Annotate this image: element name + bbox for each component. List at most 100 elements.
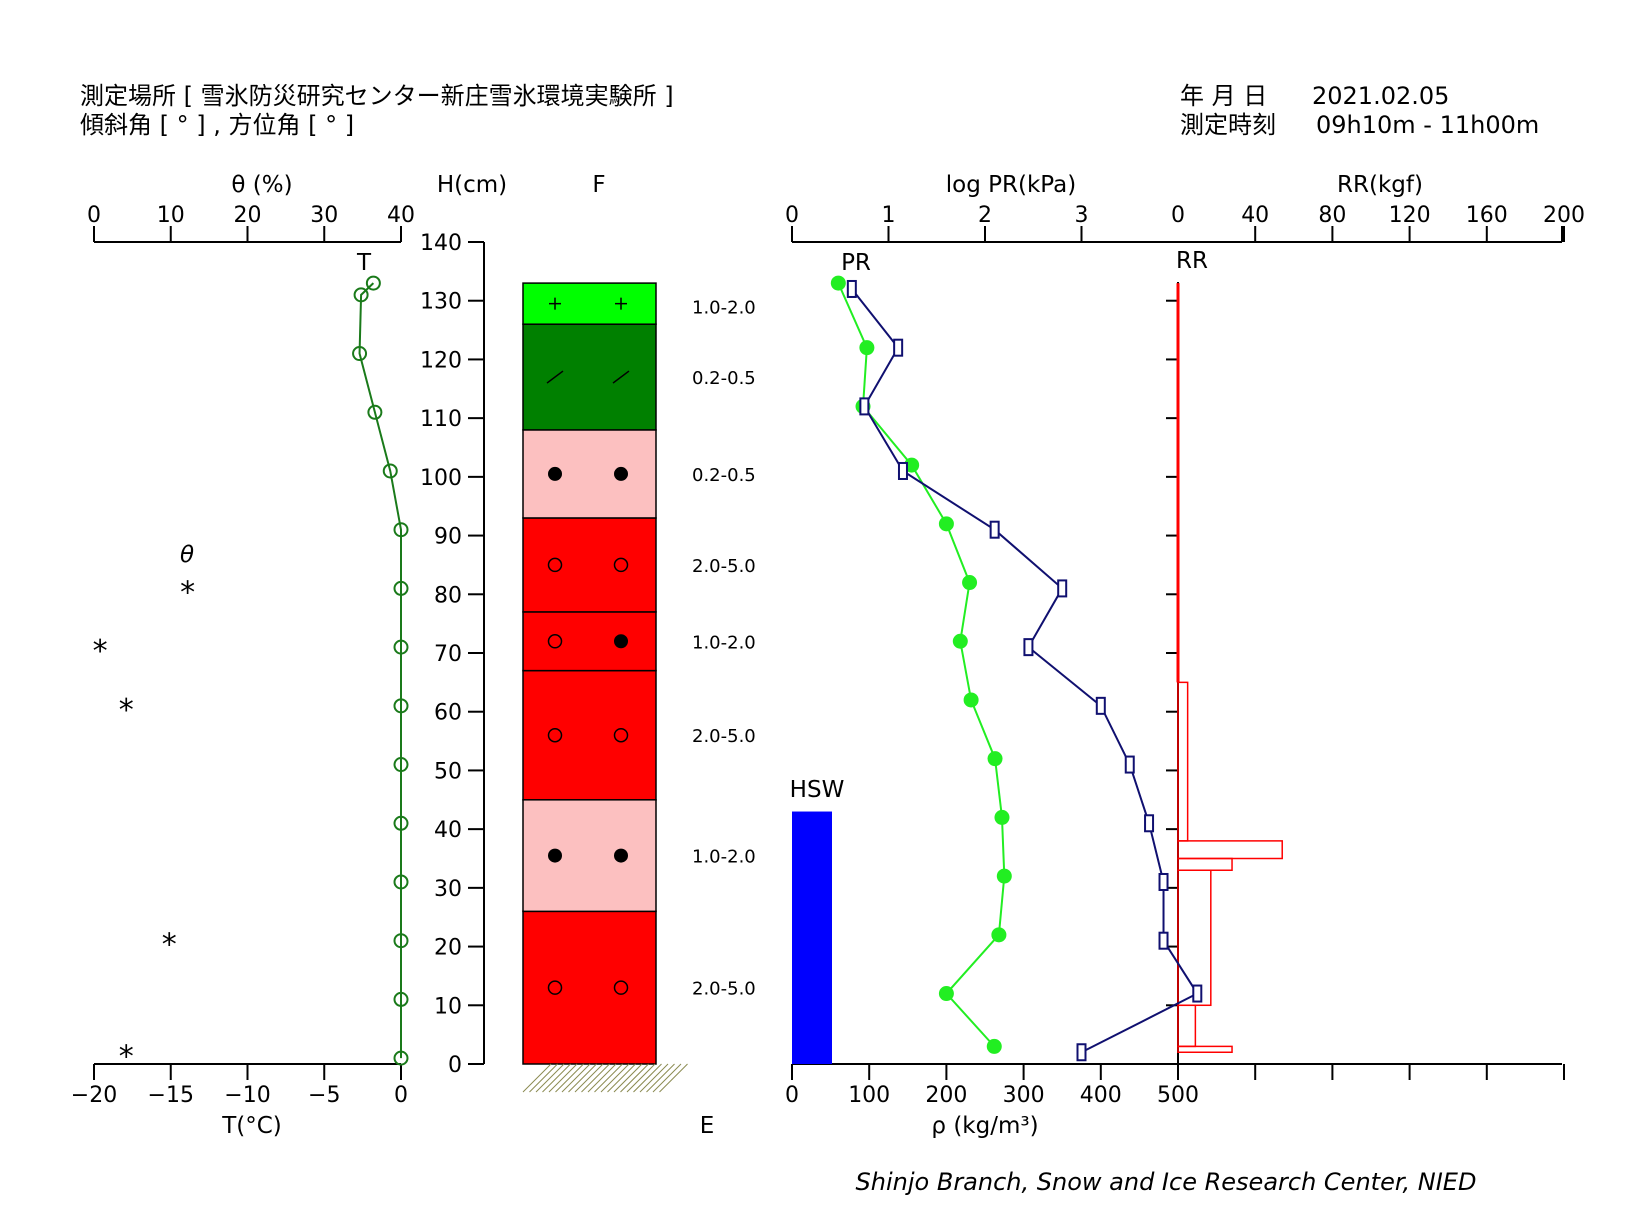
t-series-label: T xyxy=(356,250,372,276)
density-point xyxy=(997,869,1012,884)
height-tick-label: 20 xyxy=(434,936,462,961)
pr-tick-label: 1 xyxy=(882,203,896,228)
density-point xyxy=(939,986,954,1001)
density-point xyxy=(962,575,977,590)
density-tick-label: 100 xyxy=(848,1083,890,1108)
density-point xyxy=(939,516,954,531)
density-point xyxy=(964,692,979,707)
grain-size-label: 2.0-5.0 xyxy=(692,726,756,747)
time-label: 測定時刻 xyxy=(1180,111,1276,139)
angle-label: 傾斜角 [ ° ] , 方位角 [ ° ] xyxy=(80,111,354,139)
height-tick-label: 100 xyxy=(420,466,462,491)
theta-point: * xyxy=(93,634,108,669)
snow-layer xyxy=(523,324,656,430)
density-tick-label: 0 xyxy=(785,1083,799,1108)
grain-size-label: 2.0-5.0 xyxy=(692,556,756,577)
pr-point xyxy=(1193,986,1201,1002)
grain-shape-dot xyxy=(614,634,628,648)
date-label: 年 月 日 xyxy=(1180,82,1267,110)
theta-tick-label: 0 xyxy=(87,203,101,228)
rr-series-label: RR xyxy=(1176,248,1208,274)
rr-tick-label: 200 xyxy=(1543,203,1585,228)
pr-point xyxy=(1058,580,1066,596)
density-tick-label: 500 xyxy=(1157,1083,1199,1108)
theta-point: * xyxy=(180,575,195,610)
height-tick-label: 0 xyxy=(448,1053,462,1078)
pr-tick-label: 0 xyxy=(785,203,799,228)
height-tick-label: 40 xyxy=(434,818,462,843)
pr-point xyxy=(894,340,902,356)
theta-tick-label: 30 xyxy=(310,203,338,228)
temperature-tick-label: −20 xyxy=(71,1083,117,1108)
height-axis-title: H(cm) xyxy=(437,172,507,198)
density-point xyxy=(953,634,968,649)
pr-tick-label: 2 xyxy=(978,203,992,228)
pr-point xyxy=(1145,815,1153,831)
height-tick-label: 140 xyxy=(420,231,462,256)
grain-size-label: 0.2-0.5 xyxy=(692,368,756,389)
temperature-tick-label: −15 xyxy=(148,1083,194,1108)
hardness-column-title: F xyxy=(592,172,605,198)
density-tick-label: 200 xyxy=(925,1083,967,1108)
height-tick-label: 30 xyxy=(434,877,462,902)
hsw-label: HSW xyxy=(790,777,845,803)
rr-tick-label: 40 xyxy=(1241,203,1269,228)
theta-point: * xyxy=(162,928,177,963)
rr-tick-label: 160 xyxy=(1466,203,1508,228)
pr-series-label: PR xyxy=(841,250,871,276)
height-tick-label: 60 xyxy=(434,701,462,726)
snow-layer xyxy=(523,671,656,800)
density-point xyxy=(991,927,1006,942)
grain-size-label: 2.0-5.0 xyxy=(692,979,756,1000)
pr-point xyxy=(848,281,856,297)
theta-series-label: θ xyxy=(180,542,194,568)
pr-line xyxy=(852,289,1197,1052)
theta-point: * xyxy=(119,693,134,728)
pr-point xyxy=(899,463,907,479)
pr-point xyxy=(1024,639,1032,655)
rr-band xyxy=(1178,1046,1232,1052)
pr-point xyxy=(1078,1044,1086,1060)
pr-axis-title: log PR(kPa) xyxy=(946,172,1076,198)
density-point xyxy=(987,1039,1002,1054)
credit: Shinjo Branch, Snow and Ice Research Cen… xyxy=(856,1168,1477,1196)
rr-tick-label: 0 xyxy=(1171,203,1185,228)
density-tick-label: 300 xyxy=(1003,1083,1045,1108)
density-point xyxy=(988,751,1003,766)
snow-layer xyxy=(523,911,656,1064)
theta-point: * xyxy=(119,1039,134,1074)
density-point xyxy=(994,810,1009,825)
snow-layer xyxy=(523,518,656,612)
time-value: 09h10m - 11h00m xyxy=(1316,111,1539,139)
height-tick-label: 120 xyxy=(420,348,462,373)
height-tick-label: 50 xyxy=(434,759,462,784)
pr-point xyxy=(991,522,999,538)
location-label: 測定場所 [ 雪氷防災研究センター新庄雪氷環境実験所 ] xyxy=(80,82,674,110)
density-tick-label: 400 xyxy=(1080,1083,1122,1108)
date-value: 2021.02.05 xyxy=(1312,82,1449,110)
rr-band xyxy=(1178,841,1282,859)
snow-layer xyxy=(523,283,656,324)
pr-point xyxy=(860,398,868,414)
height-tick-label: 90 xyxy=(434,525,462,550)
density-point xyxy=(859,340,874,355)
grain-size-label: 1.0-2.0 xyxy=(692,298,756,319)
temperature-tick-label: −10 xyxy=(224,1083,270,1108)
snow-layer xyxy=(523,612,656,671)
pr-tick-label: 3 xyxy=(1075,203,1089,228)
rr-tick-label: 80 xyxy=(1318,203,1346,228)
temperature-axis-title: T(°C) xyxy=(221,1113,282,1139)
temperature-tick-label: −5 xyxy=(308,1083,340,1108)
ground-hatch xyxy=(523,1064,688,1092)
e-column-title: E xyxy=(700,1113,715,1139)
snow-layer xyxy=(523,800,656,912)
hsw-bar xyxy=(792,812,832,1064)
grain-shape-dot xyxy=(614,849,628,863)
grain-shape-dot xyxy=(614,467,628,481)
pr-point xyxy=(1126,757,1134,773)
height-tick-label: 10 xyxy=(434,994,462,1019)
theta-axis-title: θ (%) xyxy=(231,172,292,198)
density-axis-title: ρ (kg/m³) xyxy=(931,1113,1038,1139)
rr-band xyxy=(1178,859,1232,871)
